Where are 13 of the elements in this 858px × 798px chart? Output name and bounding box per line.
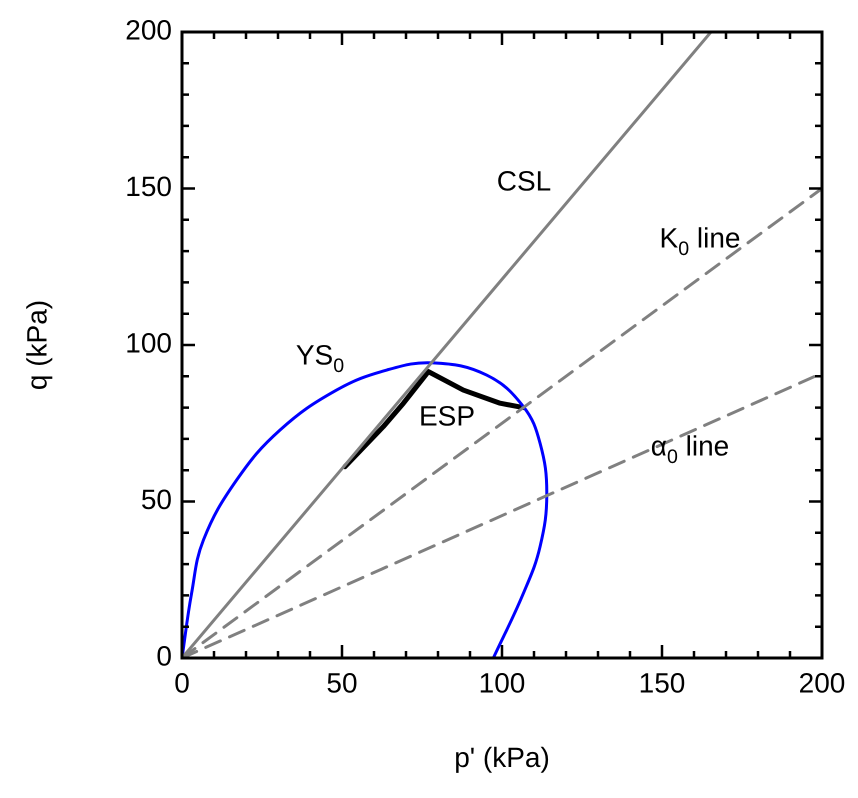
series-label: ESP — [418, 400, 476, 432]
y-axis-title: q (kPa) — [22, 300, 53, 390]
y-tick-label: 100 — [125, 328, 172, 359]
y-tick-label: 50 — [140, 484, 172, 516]
x-tick-label: 150 — [638, 668, 686, 699]
series-label: CSL — [496, 166, 552, 197]
y-tick-label: 200 — [125, 14, 172, 46]
x-tick-label: 100 — [478, 668, 526, 699]
x-tick-label: 50 — [326, 668, 358, 699]
y-tick-label: 150 — [125, 171, 172, 202]
x-tick-label: 200 — [798, 668, 846, 699]
x-axis-title: p' (kPa) — [454, 742, 550, 773]
y-tick-label: 0 — [156, 640, 172, 672]
